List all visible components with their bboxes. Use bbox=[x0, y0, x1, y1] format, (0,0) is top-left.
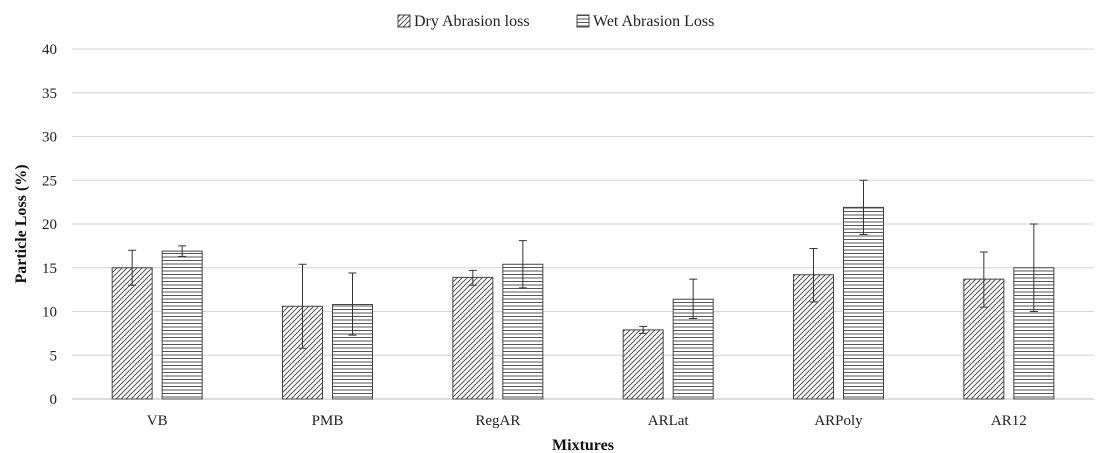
bar-RegAR-dry bbox=[452, 276, 494, 400]
bar-VB-wet bbox=[161, 250, 203, 400]
y-tick-label: 20 bbox=[42, 217, 57, 233]
error-bar-PMB-wet bbox=[348, 272, 357, 336]
error-bar-AR12-wet bbox=[1029, 223, 1038, 312]
x-tick-label-RegAR: RegAR bbox=[475, 413, 520, 429]
y-tick-label: 30 bbox=[42, 130, 57, 146]
error-bar-RegAR-wet bbox=[518, 240, 527, 289]
x-axis-title: Mixtures bbox=[552, 437, 614, 453]
error-bar-AR12-dry bbox=[979, 251, 988, 308]
bar-VB-dry bbox=[111, 267, 153, 400]
y-tick-label: 15 bbox=[42, 261, 57, 277]
legend-swatch-wet bbox=[576, 14, 590, 28]
y-tick-label: 5 bbox=[50, 348, 58, 364]
legend: Dry Abrasion loss Wet Abrasion Loss bbox=[397, 13, 714, 30]
legend-label-dry: Dry Abrasion loss bbox=[414, 13, 530, 30]
bar-ARLat-dry bbox=[622, 329, 664, 400]
x-tick-label-ARLat: ARLat bbox=[648, 413, 690, 429]
error-bar-VB-wet bbox=[178, 245, 187, 257]
bars bbox=[111, 206, 1055, 400]
y-axis-title: Particle Loss (%) bbox=[13, 164, 30, 283]
x-tick-label-AR12: AR12 bbox=[991, 413, 1027, 429]
x-tick-label-VB: VB bbox=[147, 413, 168, 429]
x-tick-label-PMB: PMB bbox=[312, 413, 344, 429]
y-tick-label: 0 bbox=[50, 392, 58, 408]
error-bar-ARPoly-dry bbox=[809, 248, 818, 303]
error-bar-VB-dry bbox=[128, 249, 137, 286]
y-tick-label: 25 bbox=[42, 173, 57, 189]
y-tick-label: 40 bbox=[42, 42, 57, 58]
error-bar-ARLat-dry bbox=[639, 325, 648, 334]
x-tick-label-ARPoly: ARPoly bbox=[814, 413, 863, 429]
error-bar-ARPoly-wet bbox=[859, 179, 868, 235]
error-bar-PMB-dry bbox=[298, 263, 307, 349]
x-axis-ticks: VB PMB RegAR ARLat ARPoly AR12 bbox=[147, 413, 1027, 429]
bar-ARPoly-wet bbox=[843, 206, 884, 400]
gridlines bbox=[72, 48, 1094, 356]
y-tick-label: 10 bbox=[42, 305, 57, 321]
y-axis-ticks: 0 5 10 15 20 25 30 35 40 bbox=[42, 42, 57, 408]
y-tick-label: 35 bbox=[42, 86, 57, 102]
error-bar-ARLat-wet bbox=[689, 278, 698, 319]
legend-swatch-dry bbox=[397, 14, 411, 28]
error-bars bbox=[128, 179, 1038, 349]
error-bar-RegAR-dry bbox=[468, 269, 477, 286]
legend-label-wet: Wet Abrasion Loss bbox=[593, 13, 714, 30]
